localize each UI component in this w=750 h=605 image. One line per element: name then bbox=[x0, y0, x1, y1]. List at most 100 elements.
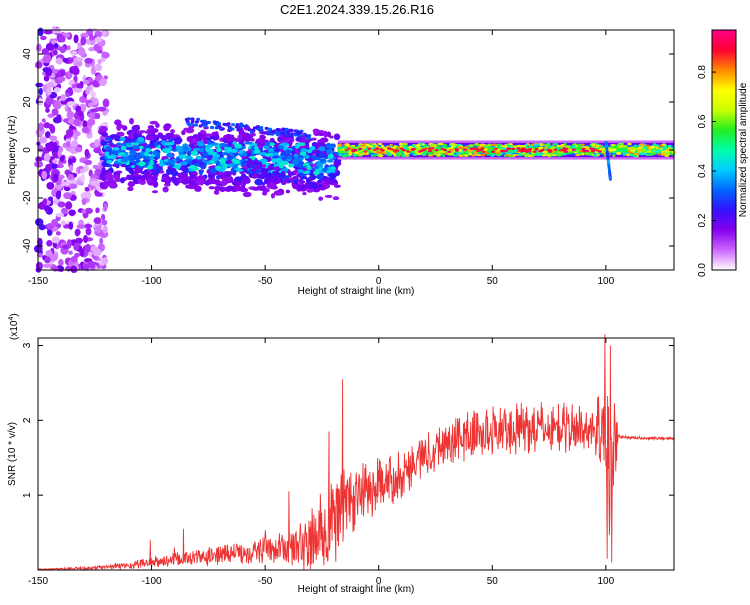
spectrogram-noise-cell bbox=[102, 225, 108, 234]
spectrogram-band-cell bbox=[633, 144, 638, 147]
spectrogram-core-cell bbox=[306, 164, 312, 170]
spectrogram-noise-cell bbox=[79, 168, 86, 174]
spectrogram-upper-band-cell bbox=[236, 128, 241, 132]
spectrogram-cell bbox=[270, 176, 275, 182]
spectrogram-noise-cell bbox=[72, 67, 80, 76]
spectrogram-noise-cell bbox=[74, 228, 81, 236]
spectrogram-band-cell bbox=[370, 154, 374, 157]
spectrogram-cell bbox=[324, 178, 332, 185]
spectrogram-band-cell bbox=[341, 154, 348, 158]
spectrogram-core-cell bbox=[311, 155, 319, 161]
spectrogram-upper-band-cell bbox=[297, 130, 302, 134]
spectrogram-core-cell bbox=[135, 154, 143, 159]
spectrogram-cell bbox=[125, 146, 134, 151]
spectrogram-noise-cell bbox=[73, 87, 83, 93]
spectrogram-lower-tail-cell bbox=[253, 162, 258, 166]
spectrogram-peak-cell bbox=[351, 149, 356, 153]
spectrogram-lower-tail-cell bbox=[308, 185, 313, 189]
spectrogram-band-cell bbox=[497, 143, 502, 146]
spectrogram-cell bbox=[223, 176, 232, 183]
spectrogram-cell bbox=[181, 168, 188, 172]
spectrogram-lower-tail-cell bbox=[288, 177, 293, 181]
spectrogram-y-tick-label: 40 bbox=[22, 48, 33, 60]
spectrogram-cell bbox=[152, 180, 159, 188]
spectrogram-cell bbox=[329, 135, 334, 139]
spectrogram-core-cell bbox=[116, 142, 122, 146]
spectrogram-band-cell bbox=[630, 149, 636, 152]
spectrogram-peak-cell bbox=[589, 147, 594, 150]
spectrogram-noise-cell bbox=[46, 181, 55, 190]
spectrogram-cell bbox=[326, 131, 332, 138]
spectrogram-band-cell bbox=[573, 143, 577, 146]
spectrogram-peak-cell bbox=[475, 147, 480, 150]
spectrogram-cell bbox=[233, 184, 242, 192]
spectrogram-cell bbox=[99, 125, 108, 133]
spectrogram-noise-cell bbox=[67, 110, 73, 116]
spectrogram-upper-band-cell bbox=[253, 126, 257, 130]
spectrogram-noise-cell bbox=[74, 131, 81, 137]
spectrogram-cell bbox=[276, 176, 282, 184]
spectrogram-band-cell bbox=[352, 154, 358, 157]
spectrogram-y-tick-label: -20 bbox=[22, 190, 33, 205]
spectrogram-peak-cell bbox=[481, 150, 486, 153]
spectrogram-peak-cell bbox=[363, 150, 368, 153]
spectrogram-upper-band-cell bbox=[256, 125, 260, 129]
spectrogram-band-cell bbox=[526, 153, 530, 157]
spectrogram-noise-cell bbox=[68, 250, 73, 255]
spectrogram-cell bbox=[116, 124, 122, 131]
snr-y-multiplier-close: ) bbox=[9, 313, 20, 316]
spectrogram-upper-band-cell bbox=[264, 126, 269, 130]
spectrogram-noise-cell bbox=[65, 92, 70, 98]
spectrogram-cell bbox=[137, 175, 143, 180]
spectrogram-cell bbox=[140, 171, 146, 175]
spectrogram-cell bbox=[178, 173, 186, 180]
spectrogram-lower-tail-cell bbox=[282, 177, 287, 181]
snr-y-axis-label: SNR (10 * v/v) bbox=[7, 422, 18, 486]
spectrogram-band-cell bbox=[612, 154, 616, 157]
spectrogram-core-cell bbox=[166, 152, 174, 158]
spectrogram-core-cell bbox=[201, 155, 206, 159]
spectrogram-cell bbox=[241, 173, 246, 178]
spectrogram-band-cell bbox=[591, 143, 596, 147]
spectrogram-lower-tail-cell bbox=[244, 160, 249, 164]
spectrogram-peak-cell bbox=[410, 148, 415, 151]
spectrogram-noise-cell bbox=[38, 122, 44, 132]
spectrogram-core-cell bbox=[131, 142, 140, 146]
spectrogram-core-cell bbox=[119, 136, 126, 142]
spectrogram-noise-cell bbox=[61, 220, 66, 226]
spectrogram-noise-cell bbox=[41, 170, 48, 180]
spectrogram-marks bbox=[33, 25, 677, 274]
spectrogram-lower-tail-cell bbox=[241, 161, 245, 165]
spectrogram-x-tick-label: 100 bbox=[598, 276, 615, 287]
spectrogram-upper-band-cell bbox=[268, 130, 273, 134]
spectrogram-peak-cell bbox=[389, 148, 394, 151]
spectrogram-core-cell bbox=[227, 163, 234, 168]
spectrogram-band-cell bbox=[626, 147, 633, 150]
spectrogram-cell bbox=[240, 185, 246, 189]
spectrogram-core-cell bbox=[106, 159, 113, 164]
spectrogram-peak-cell bbox=[419, 149, 424, 152]
spectrogram-cell bbox=[285, 189, 290, 194]
spectrogram-noise-cell bbox=[84, 186, 90, 192]
spectrogram-band-cell bbox=[458, 146, 462, 149]
spectrogram-noise-cell bbox=[55, 190, 62, 200]
spectrogram-core-cell bbox=[175, 145, 182, 151]
spectrogram-band-cell bbox=[571, 145, 576, 148]
spectrogram-noise-cell bbox=[77, 47, 86, 56]
spectrogram-noise-cell bbox=[48, 196, 54, 202]
colorbar-label: Normalized spectral amplitude bbox=[738, 82, 749, 217]
spectrogram-core-cell bbox=[232, 141, 237, 146]
spectrogram-noise-cell bbox=[37, 237, 43, 247]
spectrogram-core-cell bbox=[143, 151, 150, 157]
spectrogram-band-cell bbox=[349, 145, 353, 148]
spectrogram-lower-tail-cell bbox=[294, 176, 299, 180]
spectrogram-upper-band-cell bbox=[249, 130, 254, 134]
spectrogram-cell bbox=[251, 173, 259, 179]
spectrogram-peak-cell bbox=[399, 147, 404, 150]
spectrogram-upper-band-cell bbox=[236, 125, 240, 129]
spectrogram-core-cell bbox=[116, 149, 123, 153]
spectrogram-cell bbox=[114, 119, 122, 126]
spectrogram-noise-cell bbox=[98, 77, 107, 87]
spectrogram-noise-cell bbox=[34, 160, 44, 168]
spectrogram-core-cell bbox=[112, 150, 118, 155]
